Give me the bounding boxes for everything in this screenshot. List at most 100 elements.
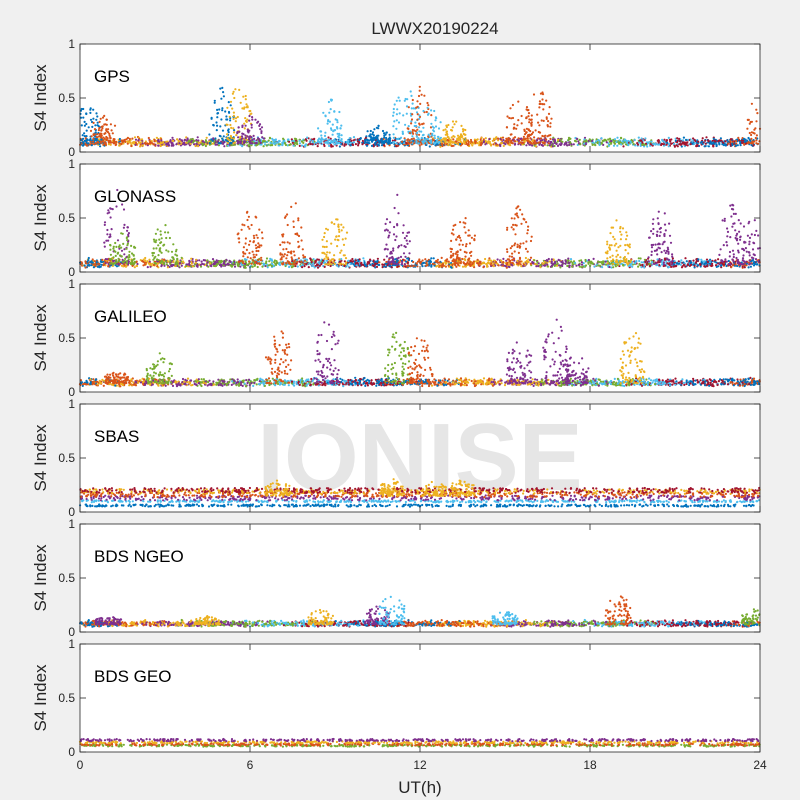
data-point (178, 138, 181, 141)
data-point (250, 126, 253, 129)
data-point (375, 265, 379, 268)
data-point (344, 237, 347, 240)
data-point (383, 141, 386, 144)
data-point (339, 127, 342, 130)
data-point (447, 123, 450, 127)
data-point (103, 245, 106, 248)
data-point (255, 144, 258, 147)
data-point (114, 254, 117, 257)
data-point (204, 144, 207, 148)
data-point (266, 266, 269, 269)
data-point (676, 141, 679, 144)
data-point (608, 265, 611, 269)
data-point (421, 134, 424, 137)
data-point (449, 141, 452, 144)
data-point (412, 260, 415, 264)
data-point (325, 253, 328, 256)
data-point (692, 261, 695, 264)
data-point (190, 257, 193, 260)
data-point (538, 141, 541, 144)
data-point (118, 244, 121, 247)
data-point (545, 138, 548, 141)
data-point (378, 261, 381, 264)
data-point (658, 264, 661, 267)
data-point (462, 140, 466, 143)
data-point (715, 265, 718, 268)
data-point (183, 143, 186, 146)
data-point (106, 228, 109, 232)
data-point (162, 244, 165, 247)
data-point (661, 138, 664, 141)
data-point (600, 261, 603, 264)
data-point (638, 263, 641, 266)
data-point (643, 258, 647, 261)
data-point (248, 110, 251, 113)
data-point (115, 245, 118, 248)
data-point (539, 266, 542, 269)
data-point (313, 266, 316, 269)
data-point (128, 137, 131, 140)
data-point (100, 129, 103, 132)
data-point (83, 124, 86, 127)
data-point (553, 139, 557, 142)
data-point (418, 130, 421, 133)
data-point (499, 137, 502, 141)
data-point (598, 139, 601, 142)
data-point (271, 144, 274, 147)
data-point (242, 95, 245, 98)
data-point (104, 142, 107, 145)
data-point (193, 139, 196, 142)
data-point (101, 125, 104, 128)
data-point (411, 113, 414, 116)
data-point (450, 128, 453, 132)
data-point (410, 94, 413, 97)
data-point (338, 262, 341, 265)
data-point (302, 254, 305, 257)
data-point (435, 117, 438, 120)
data-point (374, 262, 377, 265)
data-point (243, 127, 246, 130)
data-point (120, 142, 123, 146)
data-point (94, 142, 97, 145)
data-point (447, 141, 450, 144)
data-point (167, 231, 170, 234)
data-point (335, 235, 338, 238)
data-point (376, 257, 379, 260)
data-point (727, 142, 730, 145)
data-point (112, 256, 115, 259)
data-point (366, 130, 369, 133)
data-point (439, 121, 442, 124)
data-point (112, 139, 116, 142)
data-point (531, 144, 534, 147)
data-point (311, 143, 314, 146)
data-point (249, 142, 252, 145)
data-point (375, 140, 378, 143)
data-point (641, 263, 644, 266)
data-point (286, 254, 289, 257)
data-point (80, 124, 83, 127)
data-point (246, 218, 249, 222)
data-point (153, 257, 156, 260)
data-point (322, 143, 326, 146)
data-point (248, 252, 251, 255)
data-point (99, 260, 102, 263)
data-point (238, 241, 241, 244)
data-point (210, 138, 213, 141)
data-point (281, 143, 284, 146)
data-point (287, 251, 290, 254)
data-point (736, 144, 739, 147)
data-point (363, 141, 367, 144)
data-point (559, 266, 562, 269)
data-point (197, 145, 200, 148)
data-point (337, 235, 341, 238)
data-point (245, 106, 248, 109)
data-point (731, 144, 734, 147)
data-point (260, 259, 263, 262)
data-point (85, 129, 88, 132)
data-point (411, 135, 414, 138)
data-point (402, 224, 405, 227)
data-point (244, 237, 247, 240)
data-point (333, 129, 336, 132)
data-point (109, 248, 112, 251)
